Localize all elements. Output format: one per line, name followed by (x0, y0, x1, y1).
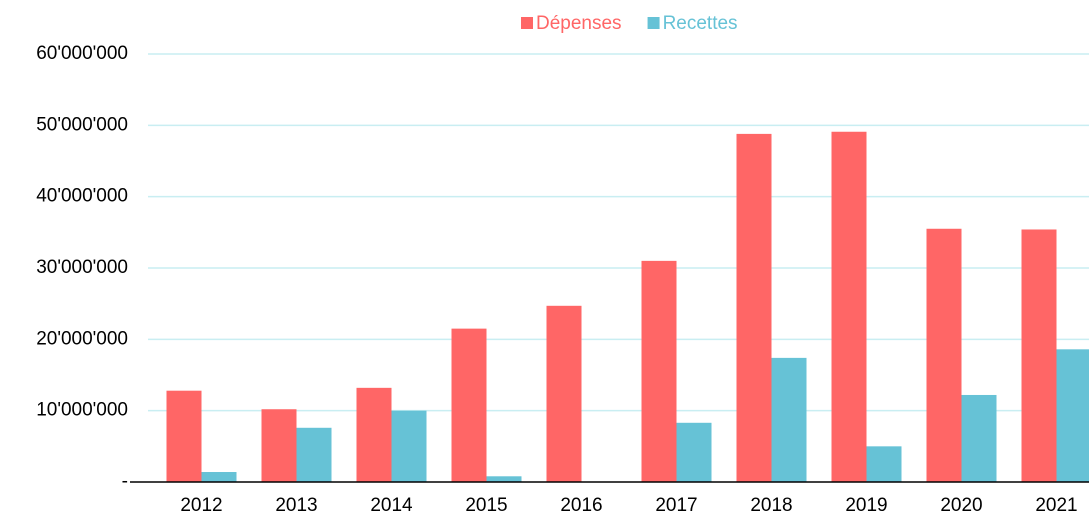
x-tick-label: 2021 (1035, 495, 1077, 516)
bar (1021, 229, 1057, 482)
y-tick-label: 30'000'000 (36, 257, 128, 278)
legend-label: Dépenses (536, 13, 622, 34)
y-tick-label: 60'000'000 (36, 43, 128, 64)
x-tick-label: 2012 (180, 495, 222, 516)
bar (486, 476, 522, 482)
x-tick-label: 2014 (370, 495, 413, 516)
x-tick-label: 2015 (465, 495, 507, 516)
x-tick-label: 2018 (750, 495, 792, 516)
y-tick-label: - (122, 471, 128, 492)
bar (356, 387, 392, 482)
bar (676, 422, 712, 482)
bar (451, 328, 487, 482)
legend-label: Recettes (663, 13, 738, 34)
bar (961, 394, 997, 482)
bar (546, 305, 582, 482)
x-tick-label: 2016 (560, 495, 602, 516)
bar (261, 409, 297, 482)
plot: - 10'000'000 20'000'000 30'000'000 40'000'00… (36, 13, 1089, 516)
bar (201, 472, 237, 482)
bar (1056, 349, 1089, 482)
y-tick-label: 20'000'000 (36, 328, 128, 349)
x-tick-label: 2020 (940, 495, 982, 516)
bar (391, 410, 427, 482)
bar (866, 446, 902, 482)
bar (641, 260, 677, 482)
bar (831, 131, 867, 482)
legend-swatch (647, 17, 660, 29)
y-tick-label: 50'000'000 (36, 114, 128, 135)
x-tick-label: 2017 (655, 495, 697, 516)
bar (771, 357, 807, 482)
bar (736, 133, 772, 483)
x-tick-label: 2019 (845, 495, 887, 516)
bar (926, 228, 962, 482)
y-tick-label: 10'000'000 (36, 400, 128, 421)
x-tick-label: 2013 (275, 495, 317, 516)
bar (166, 390, 202, 482)
legend-swatch (521, 17, 533, 29)
y-tick-label: 40'000'000 (36, 186, 128, 207)
bar (296, 427, 332, 482)
